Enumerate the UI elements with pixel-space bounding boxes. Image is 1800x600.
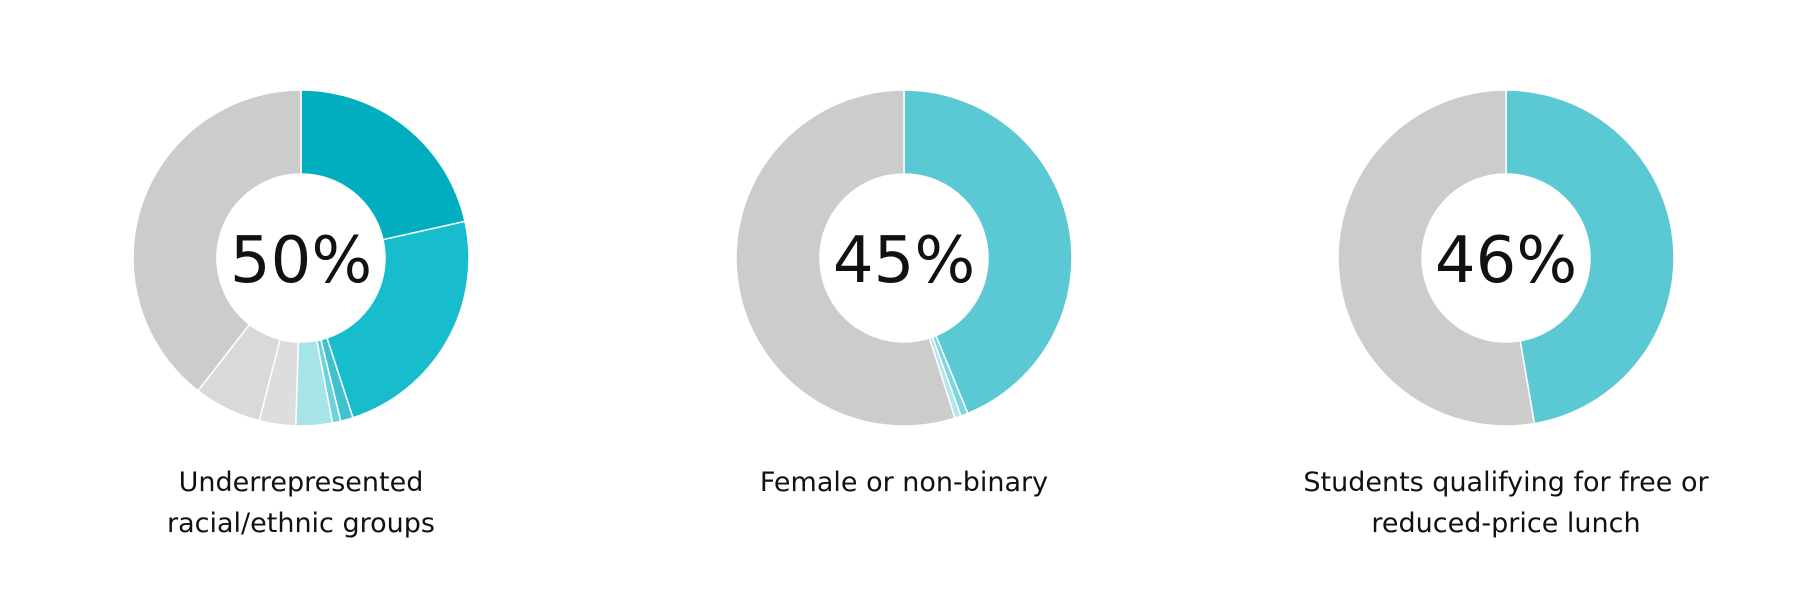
pie-slice-0 bbox=[903, 89, 1073, 415]
pie-slice-7 bbox=[132, 89, 302, 392]
pie-slice-0 bbox=[1505, 89, 1675, 425]
center-label: 50% bbox=[230, 224, 372, 298]
caption-free-lunch: Students qualifying for free or reduced-… bbox=[1226, 462, 1786, 544]
caption-line: Underrepresented bbox=[178, 467, 424, 498]
donut-chart-underrepresented: 50% bbox=[132, 89, 470, 427]
center-label: 46% bbox=[1435, 224, 1577, 298]
caption-female-nonbinary: Female or non-binary bbox=[624, 462, 1184, 503]
donut-chart-female-nonbinary: 45% bbox=[735, 89, 1073, 427]
caption-underrepresented: Underrepresented racial/ethnic groups bbox=[21, 462, 581, 544]
caption-line: Students qualifying for free or bbox=[1303, 467, 1709, 498]
caption-line: reduced-price lunch bbox=[1371, 508, 1641, 539]
caption-line: Female or non-binary bbox=[759, 467, 1049, 498]
pie-slice-1 bbox=[1337, 89, 1536, 427]
pie-slice-0 bbox=[300, 89, 466, 241]
center-label: 45% bbox=[833, 224, 975, 298]
caption-line: racial/ethnic groups bbox=[167, 508, 435, 539]
pie-slice-1 bbox=[326, 220, 470, 419]
donut-chart-free-lunch: 46% bbox=[1337, 89, 1675, 427]
pie-slice-3 bbox=[735, 89, 956, 427]
